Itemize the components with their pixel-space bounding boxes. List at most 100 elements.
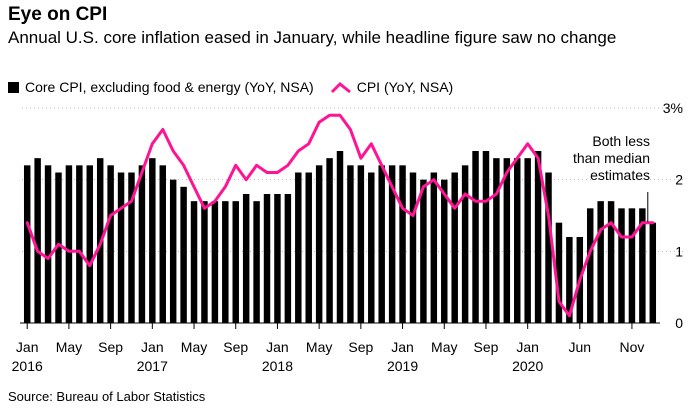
x-tick-label: May bbox=[431, 339, 457, 355]
legend: Core CPI, excluding food & energy (YoY, … bbox=[8, 79, 453, 95]
x-tick-label: Sep bbox=[474, 339, 499, 355]
core-cpi-bar bbox=[315, 165, 323, 323]
core-cpi-bar bbox=[169, 179, 177, 323]
core-cpi-bar bbox=[347, 165, 354, 323]
x-tick-label: Jan bbox=[266, 339, 289, 355]
core-cpi-bar bbox=[597, 201, 604, 323]
core-cpi-bar bbox=[180, 186, 187, 323]
annotation-text: than median bbox=[573, 150, 650, 166]
core-cpi-bar bbox=[295, 172, 302, 323]
core-cpi-bar bbox=[545, 172, 552, 323]
core-cpi-bar bbox=[34, 158, 41, 323]
x-tick-label: Sep bbox=[98, 339, 123, 355]
core-cpi-bar bbox=[274, 194, 281, 323]
x-tick-label: Jan bbox=[16, 339, 39, 355]
legend-cpi-label: CPI (YoY, NSA) bbox=[356, 79, 454, 95]
x-tick-label: Sep bbox=[348, 339, 373, 355]
core-cpi-bar bbox=[503, 158, 511, 323]
x-axis: Jan 2016 May Sep Jan 2017 May Sep Jan 2018 May Sep J… bbox=[12, 323, 644, 374]
x-tick-year-label: 2018 bbox=[262, 358, 293, 374]
x-tick-label: Jan bbox=[516, 339, 539, 355]
core-cpi-bar bbox=[128, 172, 135, 323]
core-cpi-bar bbox=[336, 151, 344, 323]
core-cpi-bar bbox=[149, 158, 156, 323]
x-tick-label: Jan bbox=[391, 339, 414, 355]
core-cpi-bar bbox=[628, 208, 636, 323]
core-cpi-bar bbox=[117, 172, 125, 323]
core-cpi-bar bbox=[222, 201, 229, 323]
legend-line-swatch bbox=[330, 81, 351, 94]
x-tick-year-label: 2017 bbox=[137, 358, 168, 374]
core-cpi-bar bbox=[253, 201, 260, 323]
core-cpi-bar bbox=[378, 165, 385, 323]
core-cpi-bar bbox=[639, 208, 646, 323]
core-cpi-bar bbox=[65, 165, 73, 323]
core-cpi-bar bbox=[649, 222, 657, 323]
core-cpi-bar bbox=[190, 201, 198, 323]
legend-bar-swatch bbox=[8, 81, 19, 93]
core-cpi-bar bbox=[201, 201, 208, 323]
core-cpi-bar bbox=[607, 201, 615, 323]
core-cpi-bar bbox=[472, 151, 479, 323]
core-cpi-bar bbox=[524, 158, 531, 323]
source-note: Source: Bureau of Labor Statistics bbox=[8, 389, 206, 404]
core-cpi-bar bbox=[284, 194, 292, 323]
core-cpi-bar bbox=[138, 165, 146, 323]
x-tick-label: May bbox=[181, 339, 207, 355]
core-cpi-bar bbox=[232, 201, 239, 323]
core-cpi-bar bbox=[534, 151, 542, 323]
x-tick-year-label: 2019 bbox=[387, 358, 418, 374]
y-axis: 0 1 2 3% bbox=[663, 100, 683, 331]
x-tick-label: Jun bbox=[569, 339, 592, 355]
core-cpi-bar bbox=[555, 222, 563, 323]
x-tick-label: Nov bbox=[619, 339, 644, 355]
x-tick-label: Sep bbox=[223, 339, 248, 355]
core-cpi-bars bbox=[20, 151, 660, 324]
core-cpi-bar bbox=[566, 237, 573, 323]
core-cpi-bar bbox=[305, 172, 312, 323]
core-cpi-bar bbox=[326, 158, 333, 323]
core-cpi-bar bbox=[211, 201, 219, 323]
chart-title: Eye on CPI bbox=[8, 4, 108, 25]
core-cpi-bar bbox=[357, 165, 365, 323]
cpi-line-layer bbox=[25, 113, 655, 318]
core-cpi-bar bbox=[107, 165, 114, 323]
legend-core-label: Core CPI, excluding food & energy (YoY, … bbox=[25, 79, 314, 95]
x-tick-label: May bbox=[56, 339, 82, 355]
core-cpi-bar bbox=[618, 208, 625, 323]
chart-subtitle: Annual U.S. core inflation eased in Janu… bbox=[8, 28, 617, 47]
core-cpi-bar bbox=[23, 165, 31, 323]
y-tick-label: 0 bbox=[675, 315, 683, 331]
core-cpi-bar bbox=[586, 208, 594, 323]
core-cpi-bar bbox=[409, 172, 417, 323]
core-cpi-bar bbox=[44, 165, 52, 323]
core-cpi-bar bbox=[242, 194, 250, 323]
annotation-text: Both less bbox=[592, 133, 650, 149]
core-cpi-bar bbox=[451, 172, 458, 323]
core-cpi-bar bbox=[430, 172, 438, 323]
x-tick-label: May bbox=[306, 339, 332, 355]
core-cpi-bar bbox=[263, 194, 271, 323]
core-cpi-bar bbox=[368, 172, 375, 323]
y-tick-label: 3% bbox=[663, 100, 683, 116]
cpi-line bbox=[25, 113, 655, 318]
core-cpi-bar bbox=[482, 151, 490, 323]
core-cpi-bar bbox=[514, 158, 521, 323]
core-cpi-bar bbox=[420, 179, 427, 323]
core-cpi-bar bbox=[76, 165, 83, 323]
core-cpi-bar bbox=[159, 165, 166, 323]
x-tick-label: Jan bbox=[141, 339, 164, 355]
y-tick-label: 2 bbox=[675, 172, 683, 188]
core-cpi-bar bbox=[388, 165, 396, 323]
x-tick-year-label: 2020 bbox=[512, 358, 543, 374]
core-cpi-bar bbox=[493, 158, 500, 323]
core-cpi-bar bbox=[399, 165, 406, 323]
core-cpi-bar bbox=[461, 165, 469, 323]
y-tick-label: 1 bbox=[675, 243, 683, 259]
core-cpi-bar bbox=[86, 165, 94, 323]
core-cpi-bar bbox=[441, 179, 448, 323]
annotation-text: estimates bbox=[590, 167, 650, 183]
core-cpi-bar bbox=[55, 172, 62, 323]
x-tick-year-label: 2016 bbox=[12, 358, 43, 374]
